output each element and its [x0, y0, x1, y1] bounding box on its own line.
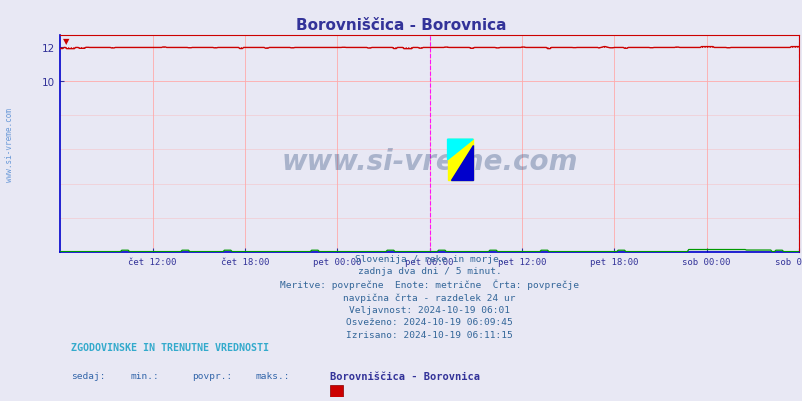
- Text: Slovenija / reke in morje.
zadnja dva dni / 5 minut.
Meritve: povprečne  Enote: : Slovenija / reke in morje. zadnja dva dn…: [280, 254, 578, 339]
- Bar: [330, 385, 342, 401]
- Polygon shape: [447, 140, 472, 160]
- Text: www.si-vreme.com: www.si-vreme.com: [281, 148, 577, 176]
- Bar: [447, 140, 472, 181]
- Text: maks.:: maks.:: [256, 371, 290, 380]
- Text: www.si-vreme.com: www.si-vreme.com: [6, 107, 14, 181]
- Polygon shape: [451, 146, 472, 181]
- Text: Borovniščica - Borovnica: Borovniščica - Borovnica: [330, 371, 480, 381]
- Text: ZGODOVINSKE IN TRENUTNE VREDNOSTI: ZGODOVINSKE IN TRENUTNE VREDNOSTI: [71, 342, 269, 352]
- Text: ▼: ▼: [63, 37, 69, 46]
- Text: sedaj:: sedaj:: [71, 371, 106, 380]
- Text: povpr.:: povpr.:: [192, 371, 232, 380]
- Text: Borovniščica - Borovnica: Borovniščica - Borovnica: [296, 18, 506, 33]
- Text: min.:: min.:: [130, 371, 159, 380]
